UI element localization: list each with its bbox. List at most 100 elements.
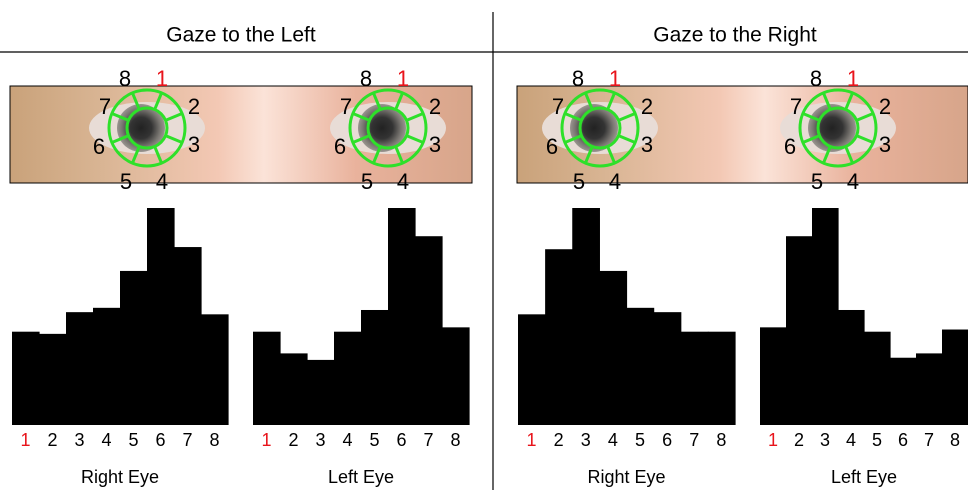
grid-spoke [855, 134, 874, 144]
eye-sector-label: 2 [188, 94, 200, 119]
bar [334, 331, 362, 425]
eye-sector-label: 2 [879, 94, 891, 119]
bar [916, 353, 943, 425]
grid-spoke [855, 112, 874, 122]
eye-sector-label: 6 [784, 134, 796, 159]
panel-title: Gaze to the Right [653, 24, 817, 47]
bar [864, 331, 891, 425]
eye-sector-label: 1 [397, 66, 409, 91]
bar [838, 309, 865, 425]
eye-sector-label: 8 [119, 66, 131, 91]
bar [680, 331, 709, 425]
panel-title: Gaze to the Left [166, 24, 316, 47]
bar [280, 353, 308, 425]
x-tick-label: 5 [369, 430, 379, 450]
grid-outer [107, 88, 187, 168]
eye-sector-label: 6 [546, 134, 558, 159]
grid-inner [816, 106, 860, 150]
x-tick-label: 8 [450, 430, 460, 450]
bar [786, 236, 813, 425]
x-tick-label: 3 [581, 430, 591, 450]
x-tick-label: 1 [261, 430, 271, 450]
bar [147, 208, 175, 425]
eye-sector-label: 3 [879, 132, 891, 157]
eye-sector-label: 4 [397, 169, 409, 194]
x-axis-label: Left Eye [328, 467, 394, 487]
x-tick-label: 2 [794, 430, 804, 450]
eye-sector-label: 6 [93, 134, 105, 159]
eye-sector-label: 3 [429, 132, 441, 157]
iris [808, 104, 856, 152]
eye-sector-label: 7 [790, 94, 802, 119]
bar [307, 359, 335, 425]
grid-inner [125, 106, 169, 150]
eye-sector-label: 5 [811, 169, 823, 194]
grid-spoke [111, 112, 130, 122]
grid-spoke [164, 112, 183, 122]
eye-sector-label: 4 [847, 169, 859, 194]
x-tick-label: 8 [209, 430, 219, 450]
grid-spoke [394, 145, 404, 164]
grid-spoke [584, 92, 594, 111]
bar [415, 236, 443, 425]
x-tick-label: 7 [182, 430, 192, 450]
x-tick-label: 5 [128, 430, 138, 450]
bar [760, 327, 787, 425]
grid-spoke [352, 134, 371, 144]
grid-spoke [352, 112, 371, 122]
grid-outer [560, 88, 640, 168]
x-axis-label: Right Eye [81, 467, 159, 487]
bar [518, 314, 546, 425]
eye-sector-label: 8 [360, 66, 372, 91]
grid-spoke [617, 112, 636, 122]
bar [707, 331, 736, 425]
x-tick-label: 2 [47, 430, 57, 450]
x-axis-label: Left Eye [831, 467, 897, 487]
bar [93, 307, 121, 425]
x-tick-label: 7 [689, 430, 699, 450]
grid-spoke [606, 145, 616, 164]
grid-spoke [844, 145, 854, 164]
grid-spoke [564, 134, 583, 144]
bar [12, 331, 40, 425]
bar [942, 329, 968, 425]
eye-sector-label: 1 [609, 66, 621, 91]
iris [570, 104, 618, 152]
bar [201, 314, 229, 425]
bar [572, 208, 600, 425]
eye-sector-label: 5 [573, 169, 585, 194]
x-tick-label: 2 [554, 430, 564, 450]
grid-spoke [802, 134, 821, 144]
bar [66, 312, 94, 425]
grid-outer [348, 88, 428, 168]
x-tick-label: 8 [950, 430, 960, 450]
grid-spoke [111, 134, 130, 144]
grid-spoke [617, 134, 636, 144]
x-tick-label: 3 [315, 430, 325, 450]
grid-spoke [153, 145, 163, 164]
bar [653, 312, 682, 425]
eye-sector-label: 1 [847, 66, 859, 91]
x-axis-label: Right Eye [587, 467, 665, 487]
eye-sector-label: 7 [99, 94, 111, 119]
bar [545, 249, 573, 425]
iris [358, 104, 406, 152]
eye-sector-label: 4 [156, 169, 168, 194]
grid-outer [798, 88, 878, 168]
bar [626, 307, 655, 425]
x-tick-label: 1 [768, 430, 778, 450]
eye-sector-label: 2 [429, 94, 441, 119]
x-tick-label: 2 [288, 430, 298, 450]
eye-sector-label: 3 [188, 132, 200, 157]
grid-inner [578, 106, 622, 150]
bar [174, 247, 202, 425]
grid-inner [366, 106, 410, 150]
grid-spoke [405, 112, 424, 122]
x-tick-label: 3 [820, 430, 830, 450]
x-tick-label: 6 [155, 430, 165, 450]
grid-spoke [606, 92, 616, 111]
x-tick-label: 1 [527, 430, 537, 450]
iris [117, 104, 165, 152]
